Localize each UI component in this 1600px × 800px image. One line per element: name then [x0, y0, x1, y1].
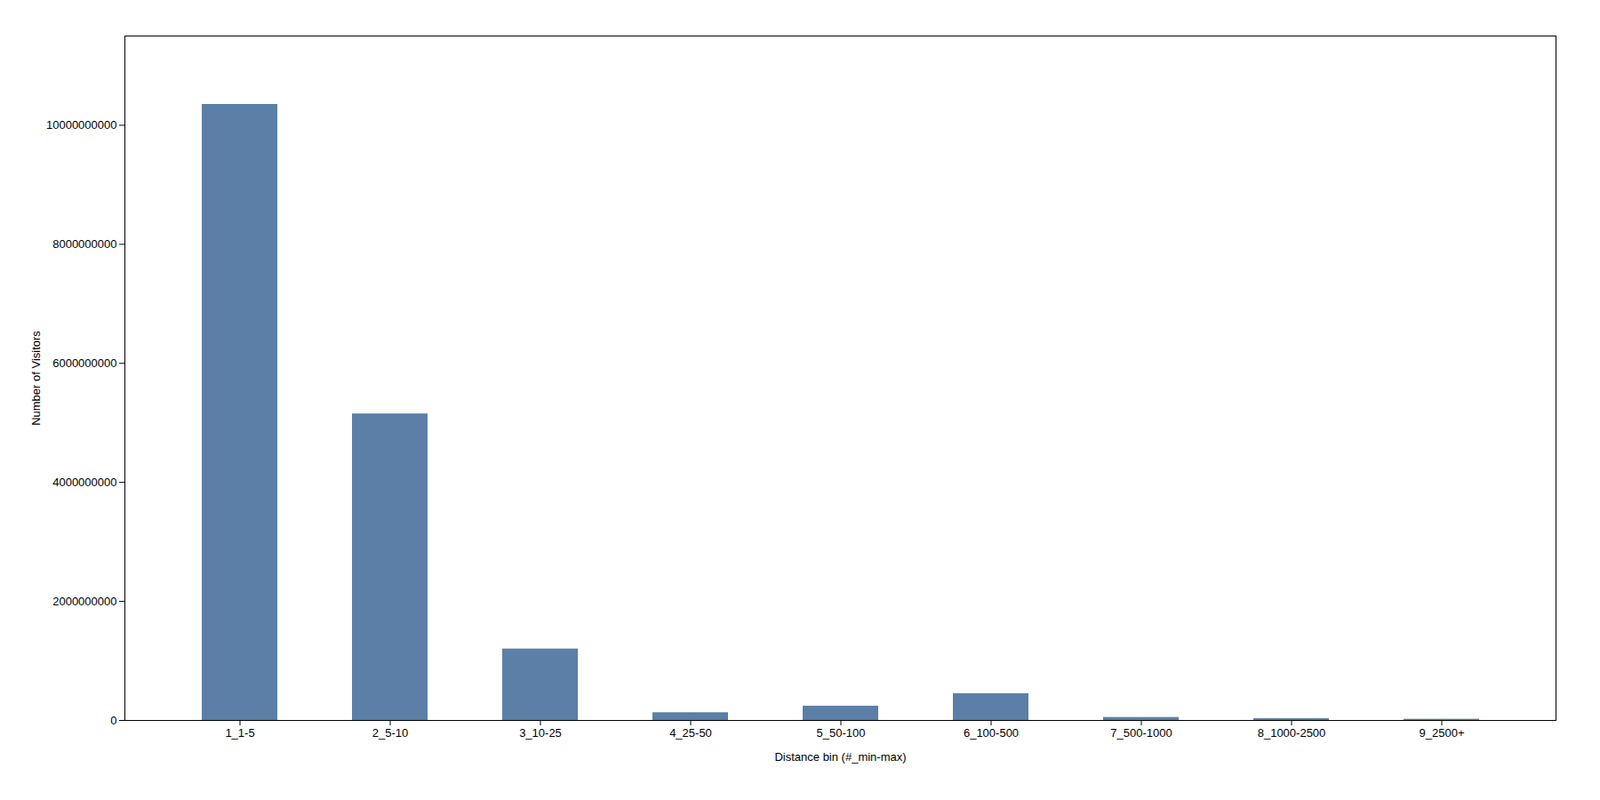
svg-text:0: 0 — [110, 713, 117, 728]
svg-text:1_1-5: 1_1-5 — [224, 726, 255, 740]
svg-text:2000000000: 2000000000 — [52, 594, 117, 608]
svg-text:10000000000: 10000000000 — [46, 118, 118, 132]
svg-text:9_2500+: 9_2500+ — [1419, 726, 1465, 740]
svg-text:6_100-500: 6_100-500 — [963, 726, 1019, 740]
svg-text:8000000000: 8000000000 — [52, 237, 117, 251]
svg-text:7_500-1000: 7_500-1000 — [1110, 726, 1172, 740]
svg-text:4_25-50: 4_25-50 — [669, 726, 712, 740]
svg-text:5_50-100: 5_50-100 — [816, 726, 866, 740]
svg-text:Number of Visitors: Number of Visitors — [29, 330, 43, 426]
svg-text:8_1000-2500: 8_1000-2500 — [1257, 726, 1327, 740]
svg-text:Distance bin (#_min-max): Distance bin (#_min-max) — [774, 750, 906, 764]
svg-text:4000000000: 4000000000 — [52, 475, 117, 489]
svg-text:6000000000: 6000000000 — [52, 356, 117, 370]
svg-text:2_5-10: 2_5-10 — [372, 726, 408, 740]
svg-text:3_10-25: 3_10-25 — [519, 726, 562, 740]
